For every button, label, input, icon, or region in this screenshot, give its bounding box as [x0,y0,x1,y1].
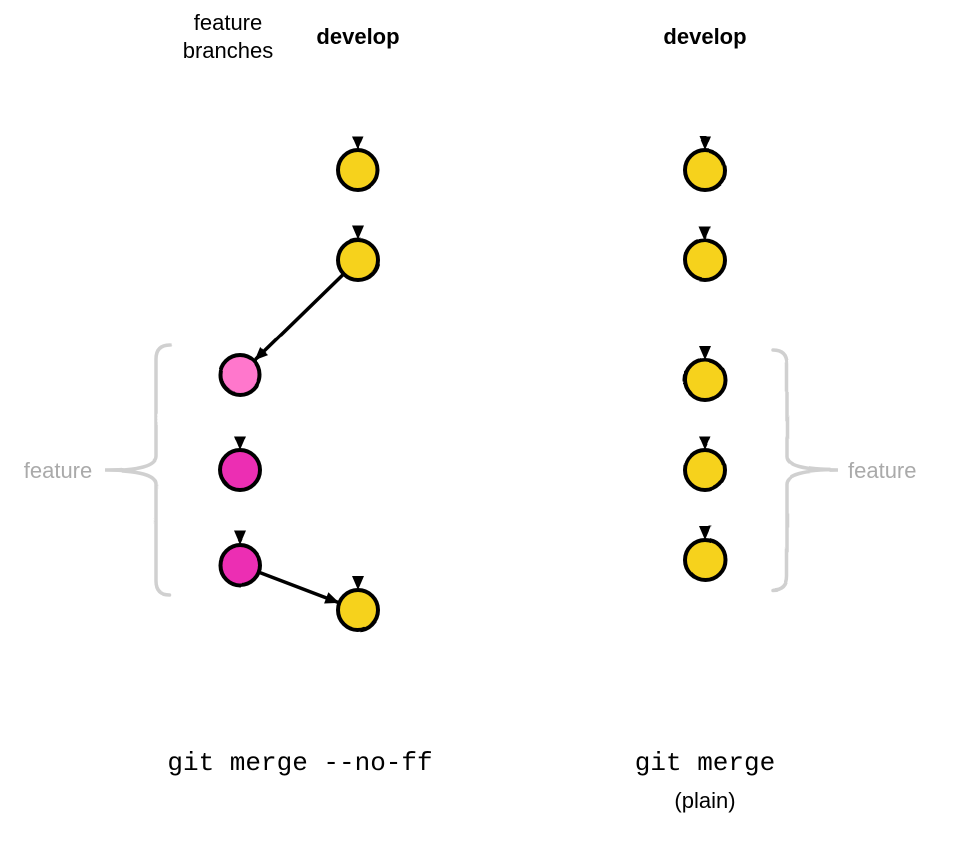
arrow-head-icon [324,592,339,603]
arrow-head-icon [352,136,364,150]
commit-node [685,240,725,280]
feature-label-left: feature [24,458,93,483]
commit-node [338,150,378,190]
command-plain-subtext: (plain) [674,788,735,813]
arrow-head-icon [234,436,246,450]
commit-node [685,540,725,580]
command-no-ff: git merge --no-ff [167,748,432,778]
command-plain: git merge [635,748,775,778]
arrow-head-icon [352,576,364,590]
arrow-head-icon [352,226,364,240]
header-feature-branches: branches [183,38,274,63]
commit-node [338,240,378,280]
commit-node [220,545,260,585]
header-develop-right: develop [663,24,746,49]
commit-node [220,450,260,490]
curly-brace-icon [105,345,170,595]
arrow-head-icon [699,526,711,540]
curly-brace-icon [773,350,838,590]
arrow-head-icon [699,226,711,240]
arrow-shaft [254,274,343,361]
header-develop-left: develop [316,24,399,49]
commit-node [338,590,378,630]
feature-label-right: feature [848,458,917,483]
arrow-head-icon [699,436,711,450]
arrow-head-icon [234,531,246,545]
commit-node [685,360,725,400]
commit-node [685,150,725,190]
header-feature-branches: feature [194,10,263,35]
arrow-head-icon [699,136,711,150]
commit-node [685,450,725,490]
commit-node [220,355,260,395]
arrow-head-icon [699,346,711,360]
